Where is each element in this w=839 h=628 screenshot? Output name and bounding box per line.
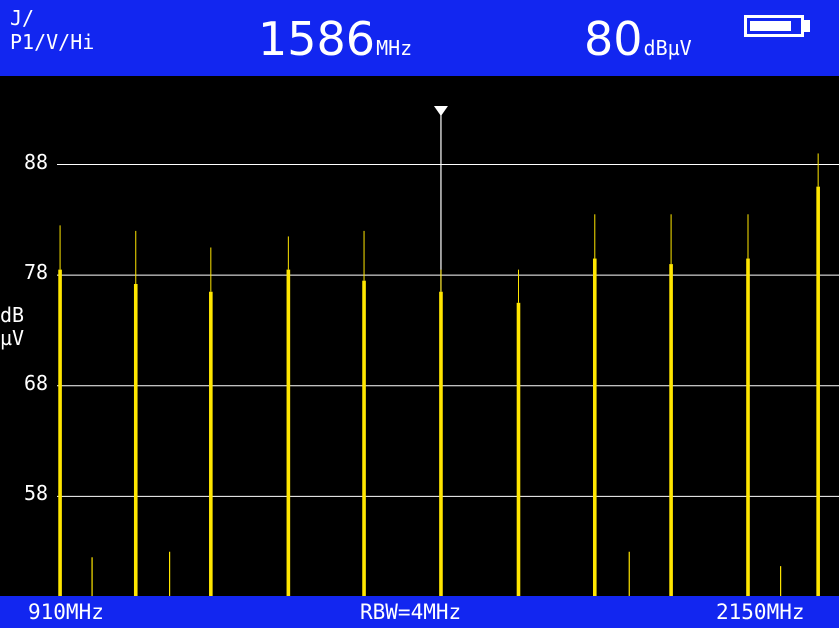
- level-readout: 80dBµV: [584, 14, 692, 64]
- spectrum-plot[interactable]: 88 78 68 58 dB µV: [0, 76, 839, 596]
- spectrum-svg: [57, 106, 839, 596]
- rbw-label[interactable]: RBW=4MHz: [360, 600, 462, 624]
- carrier-bar-11: [816, 186, 820, 596]
- carrier-bar-5: [362, 280, 366, 596]
- carrier-bar-2: [133, 284, 138, 596]
- battery-tip: [804, 20, 810, 32]
- level-value: 80: [584, 12, 643, 66]
- source-polarization-label: P1/V/Hi: [10, 30, 95, 54]
- frequency-readout[interactable]: 1586MHz: [258, 14, 412, 64]
- carrier-bar-3: [209, 291, 213, 596]
- carrier-bar-4: [286, 269, 291, 596]
- y-tick-label: 78: [24, 260, 49, 285]
- level-unit: dBµV: [643, 36, 692, 60]
- stop-frequency[interactable]: 2150MHz: [716, 600, 805, 624]
- status-header: J/ P1/V/Hi 1586MHz 80dBµV: [0, 0, 839, 76]
- carrier-bar-1: [58, 269, 62, 596]
- carrier-bar-9: [669, 264, 673, 596]
- source-band-label: J/: [10, 6, 35, 30]
- carrier-bar-8: [592, 258, 597, 596]
- battery-fill: [750, 21, 791, 31]
- battery-icon: [744, 15, 804, 37]
- y-unit-db: dB: [0, 303, 25, 327]
- marker-triangle-icon: [433, 106, 448, 116]
- carrier-bar-10: [746, 258, 750, 596]
- start-frequency[interactable]: 910MHz: [28, 600, 104, 624]
- y-unit-uv: µV: [0, 326, 25, 350]
- y-tick-label: 58: [24, 481, 49, 506]
- y-tick-label: 68: [24, 370, 49, 395]
- carrier-bar-6: [439, 291, 443, 596]
- y-tick-label: 88: [24, 149, 49, 174]
- carrier-bar-7: [516, 302, 521, 596]
- frequency-value: 1586: [258, 12, 376, 66]
- span-footer: 910MHz RBW=4MHz 2150MHz: [0, 596, 839, 628]
- input-source-label: J/ P1/V/Hi: [10, 6, 94, 54]
- frequency-unit: MHz: [376, 36, 413, 60]
